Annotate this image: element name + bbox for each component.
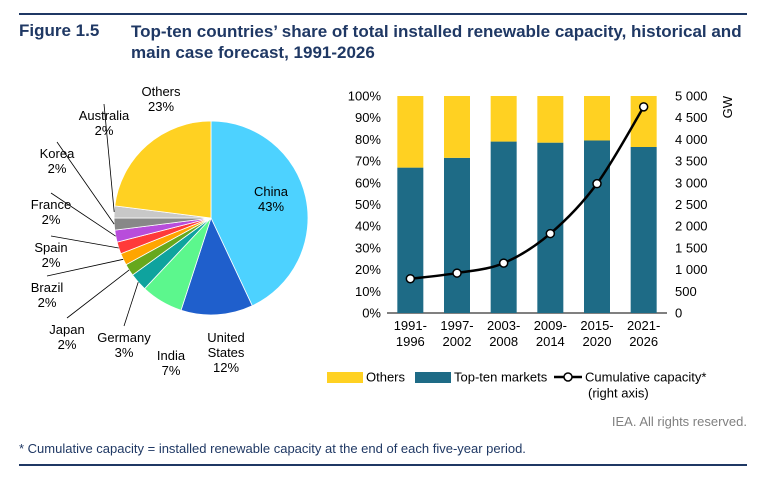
legend-label-others: Others <box>366 370 406 385</box>
bar-top-ten-2015-2020 <box>584 140 610 313</box>
cumulative-capacity-point-1991-1996 <box>405 273 416 284</box>
left-tick-label: 100% <box>348 89 382 104</box>
category-label-2009-2014: 2009-2014 <box>534 318 567 349</box>
legend-label-right-axis-note: (right axis) <box>588 386 649 401</box>
bar-others-1991-1996 <box>397 96 424 168</box>
pie-chart: China 43% United States 12% India 7%Germany 3% J… <box>31 84 309 378</box>
pie-slice-china <box>210 120 309 307</box>
left-tick-label: 40% <box>355 219 381 234</box>
bar-top-ten-2009-2014 <box>537 142 564 313</box>
category-label-1997-2002: 1997-2002 <box>440 318 473 349</box>
right-tick-label: 1 000 <box>675 262 708 277</box>
pie-label-japan: Japan 2% <box>49 322 84 352</box>
cumulative-capacity-point-2015-2020 <box>592 178 602 189</box>
legend-marker-cumulative <box>563 372 573 382</box>
category-label-2021-2026: 2021-2026 <box>627 318 660 349</box>
pie-leader-germany <box>123 282 139 327</box>
left-tick-label: 10% <box>355 284 381 299</box>
left-tick-label: 20% <box>355 262 381 277</box>
pie-slice-united-states <box>180 216 253 316</box>
right-tick-label: 2 500 <box>675 197 708 212</box>
pie-leader-brazil <box>46 258 124 277</box>
category-label-1991-1996: 1991-1996 <box>394 318 427 349</box>
bar-top-ten-1991-1996 <box>397 167 424 313</box>
right-tick-label: 4 000 <box>675 132 708 147</box>
left-tick-label: 0% <box>362 306 381 321</box>
pie-label-korea: Korea 2% <box>40 146 75 176</box>
pie-label-germany: Germany 3% <box>97 330 151 360</box>
category-label-2015-2020: 2015-2020 <box>580 318 613 349</box>
cumulative-capacity-point-2003-2008 <box>498 258 509 268</box>
right-axis-title: GW <box>720 95 735 118</box>
pie-leader-france <box>50 192 116 237</box>
legend-swatch-top-ten <box>415 372 451 383</box>
bar-others-2015-2020 <box>584 96 610 141</box>
legend-label-cumulative: Cumulative capacity* <box>585 370 706 385</box>
bar-top-ten-2021-2026 <box>630 146 657 313</box>
pie-label-australia: Australia 2% <box>79 108 130 138</box>
bar-top-ten-2003-2008 <box>490 141 517 313</box>
left-tick-label: 90% <box>355 110 381 125</box>
pie-leader-korea <box>56 141 115 225</box>
left-tick-label: 70% <box>355 154 381 169</box>
bar-others-2009-2014 <box>537 96 564 143</box>
bar-others-1997-2002 <box>444 96 470 158</box>
figure-title: Top-ten countries’ share of total instal… <box>131 22 742 62</box>
right-tick-label: 2 000 <box>675 219 708 234</box>
cumulative-capacity-point-1997-2002 <box>452 268 462 278</box>
copyright-credit: IEA. All rights reserved. <box>611 414 747 429</box>
bar-line-chart: 0% 10% 20% 30% 40% 50% 60% 70% 80% 90% 100% 0 500 1 0… <box>327 89 735 401</box>
cumulative-capacity-point-2009-2014 <box>545 228 556 239</box>
top-rule <box>19 13 747 15</box>
pie-label-others: Others 23% <box>141 84 181 114</box>
left-tick-label: 50% <box>355 197 381 212</box>
legend-swatch-others <box>327 372 363 383</box>
left-tick-label: 80% <box>355 132 381 147</box>
bar-top-ten-1997-2002 <box>444 157 470 313</box>
left-tick-label: 30% <box>355 240 381 255</box>
pie-leader-australia <box>103 103 115 212</box>
right-tick-label: 0 <box>675 306 682 321</box>
pie-label-france: France 2% <box>31 197 71 227</box>
pie-label-china: China 43% <box>254 184 289 214</box>
bar-others-2003-2008 <box>490 96 517 142</box>
cumulative-capacity-point-2021-2026 <box>638 102 649 112</box>
right-tick-label: 1 500 <box>675 240 708 255</box>
pie-leader-japan <box>66 269 130 319</box>
right-tick-label: 3 000 <box>675 175 708 190</box>
right-tick-label: 4 500 <box>675 110 708 125</box>
figure-number: Figure 1.5 <box>19 21 100 40</box>
left-tick-label: 60% <box>355 175 381 190</box>
pie-label-india: India 7% <box>157 348 186 378</box>
legend-label-top-ten: Top-ten markets <box>454 370 548 385</box>
pie-label-spain: Spain 2% <box>34 240 67 270</box>
right-tick-label: 5 000 <box>675 89 708 104</box>
pie-slice-others <box>114 120 212 219</box>
pie-label-united-states: United States 12% <box>207 330 245 375</box>
right-tick-label: 500 <box>675 284 697 299</box>
pie-leader-spain <box>50 235 119 249</box>
footnote: * Cumulative capacity = installed renewa… <box>19 441 526 456</box>
bottom-rule <box>19 464 747 466</box>
right-tick-label: 3 500 <box>675 154 708 169</box>
category-label-2003-2008: 2003-2008 <box>487 318 520 349</box>
pie-label-brazil: Brazil 2% <box>31 280 64 310</box>
